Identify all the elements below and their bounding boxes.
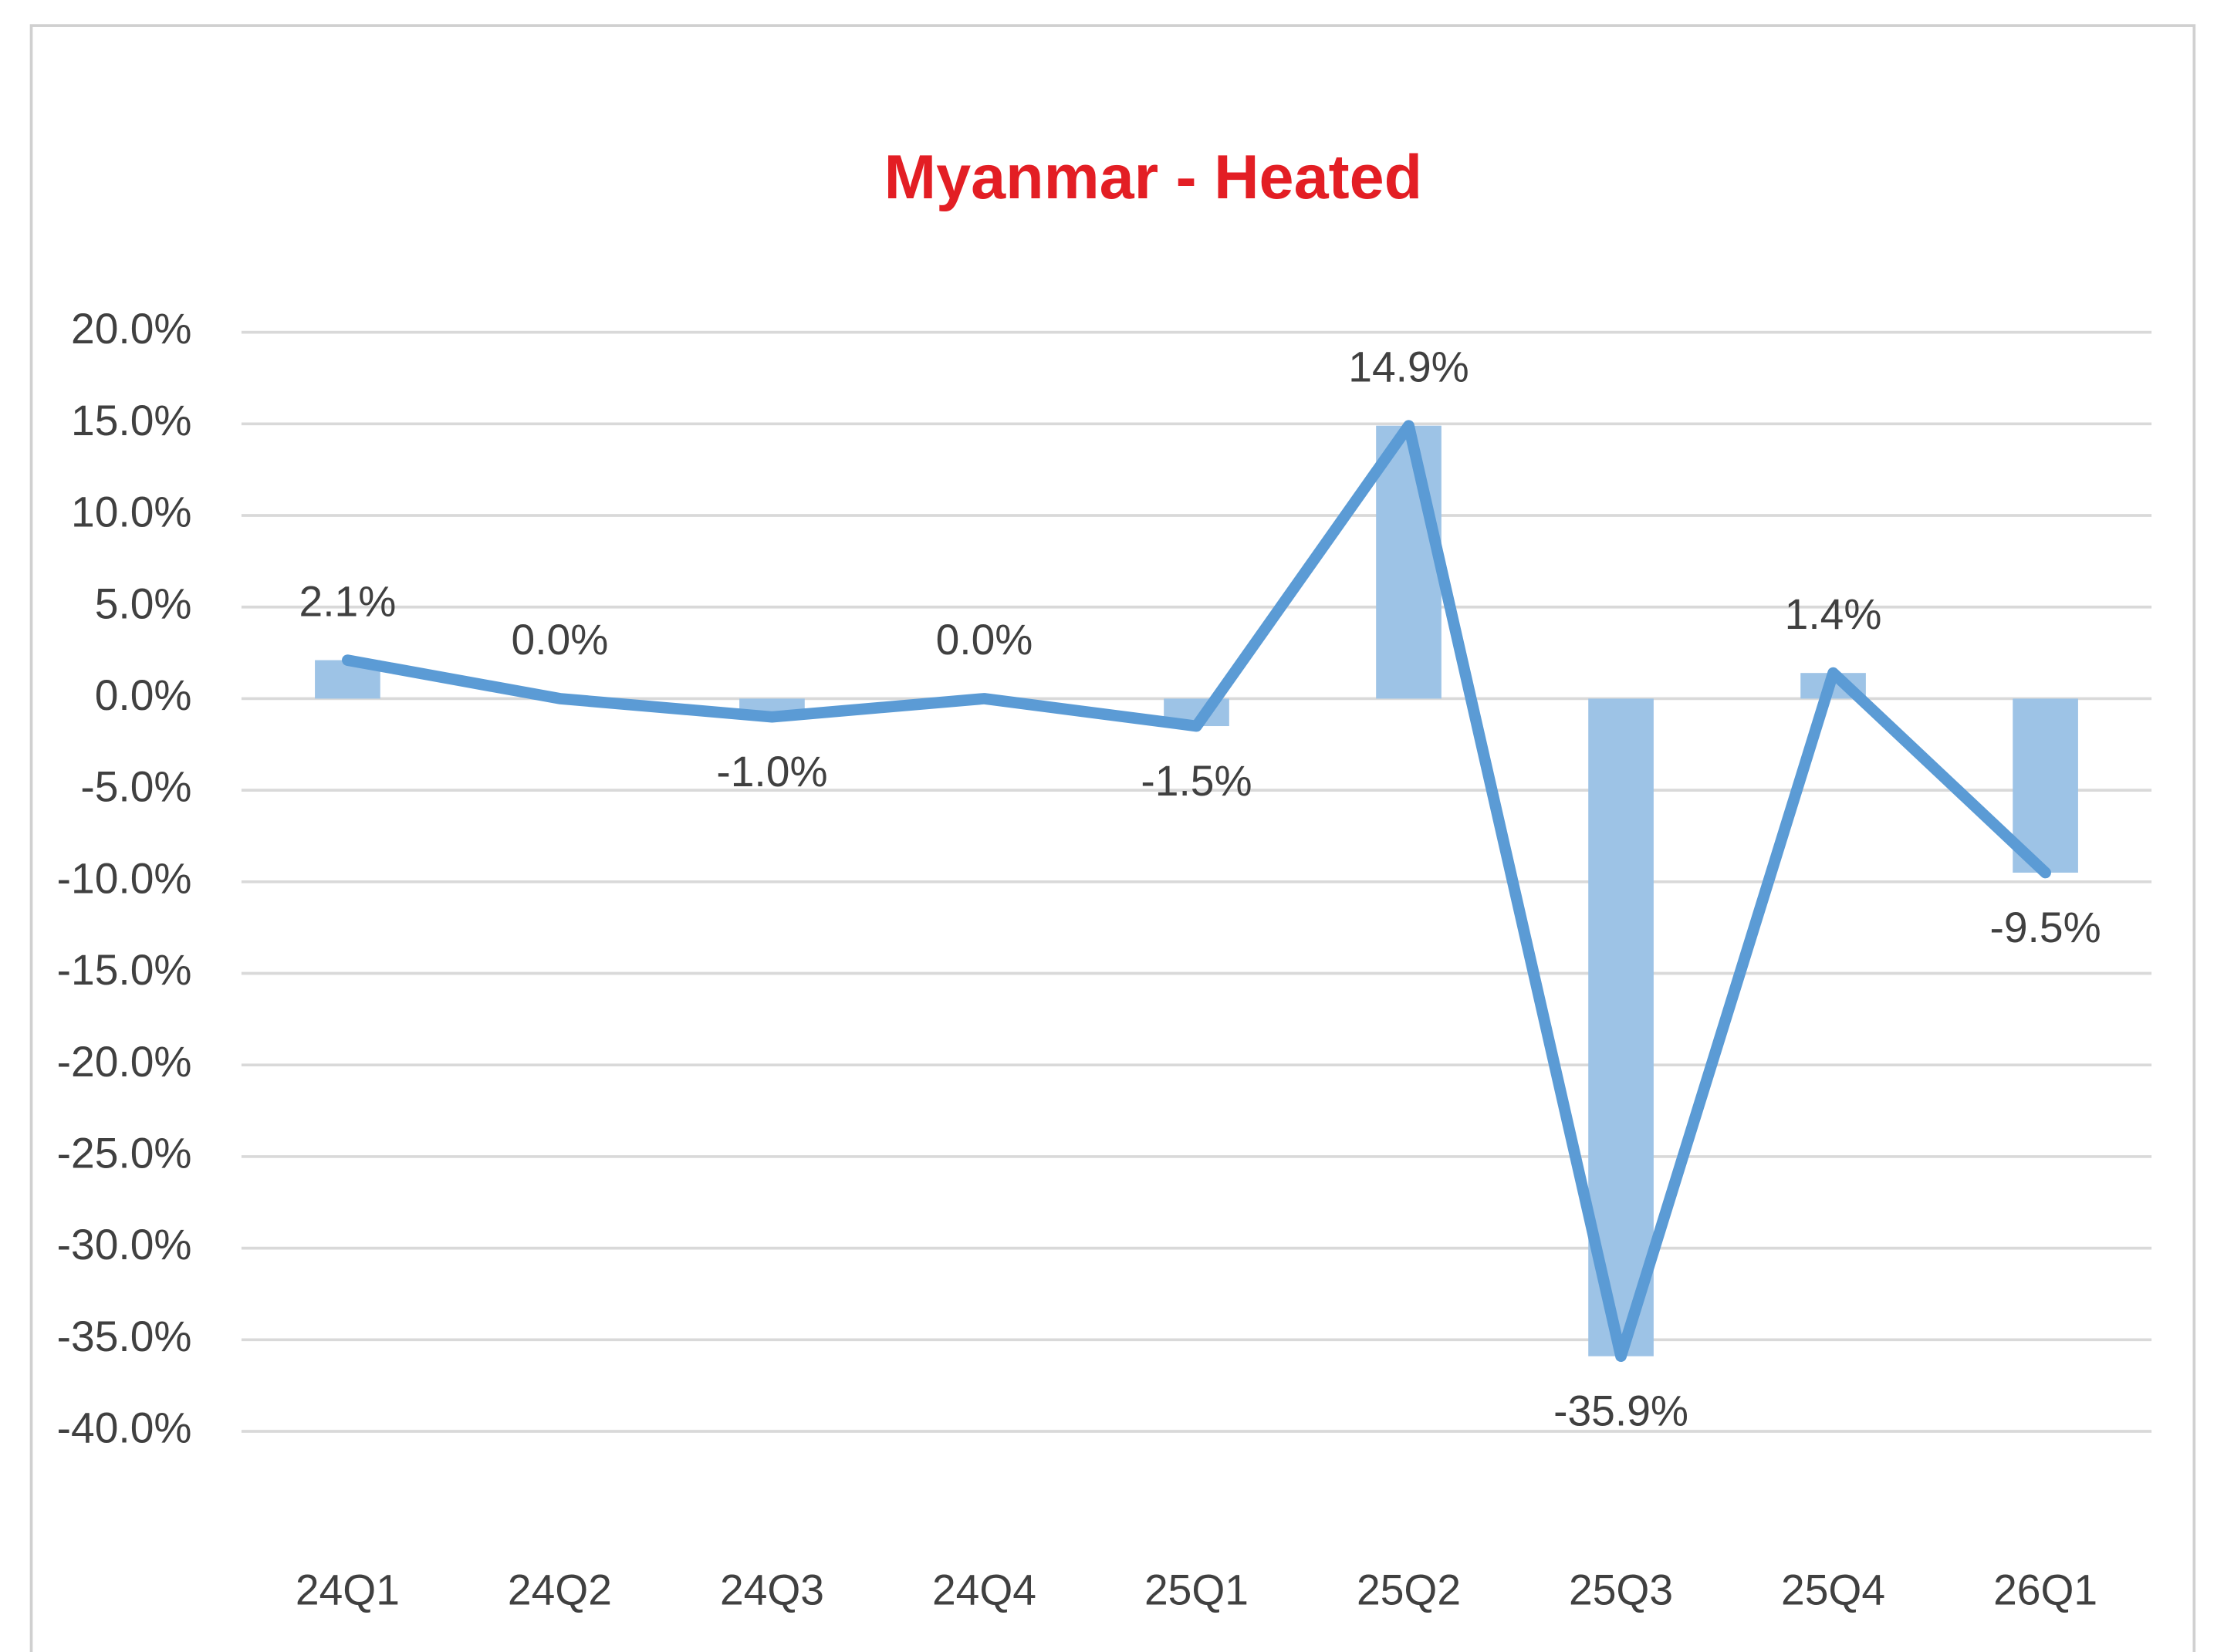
- data-label: 1.4%: [1785, 590, 1882, 638]
- y-tick-label: -5.0%: [80, 763, 191, 811]
- x-tick-label: 25Q4: [1781, 1566, 1885, 1613]
- x-tick-label: 25Q3: [1569, 1566, 1673, 1613]
- data-label: -1.0%: [716, 748, 827, 796]
- x-tick-label: 24Q1: [296, 1566, 400, 1613]
- data-label: 0.0%: [512, 616, 609, 664]
- data-label: 0.0%: [936, 616, 1033, 664]
- x-tick-label: 26Q1: [1993, 1566, 2097, 1613]
- y-tick-label: 0.0%: [95, 671, 192, 719]
- y-tick-label: 20.0%: [71, 305, 191, 353]
- data-label: 14.9%: [1348, 343, 1469, 391]
- line: [342, 420, 2051, 1363]
- data-label: -1.5%: [1141, 757, 1252, 805]
- y-tick-label: -20.0%: [57, 1038, 192, 1086]
- data-label: -9.5%: [1989, 904, 2101, 951]
- y-tick-label: 5.0%: [95, 579, 192, 627]
- y-tick-label: -15.0%: [57, 946, 192, 994]
- y-tick-label: -35.0%: [57, 1312, 192, 1360]
- bar: [2013, 698, 2078, 873]
- y-tick-label: -25.0%: [57, 1129, 192, 1177]
- data-label: -35.9%: [1553, 1387, 1688, 1435]
- y-tick-label: -10.0%: [57, 854, 192, 902]
- x-tick-label: 25Q1: [1144, 1566, 1249, 1613]
- data-label: 2.1%: [299, 577, 397, 625]
- x-tick-label: 24Q3: [720, 1566, 824, 1613]
- x-tick-label: 25Q2: [1357, 1566, 1461, 1613]
- x-tick-label: 24Q2: [508, 1566, 612, 1613]
- x-tick-label: 24Q4: [932, 1566, 1036, 1613]
- y-tick-label: 15.0%: [71, 397, 191, 444]
- chart-title: Myanmar - Heated: [884, 143, 1422, 212]
- bar: [1376, 425, 1442, 699]
- chart-border: [29, 24, 2196, 1652]
- y-tick-label: 10.0%: [71, 488, 191, 536]
- y-tick-label: -30.0%: [57, 1221, 192, 1269]
- y-tick-label: -40.0%: [57, 1404, 192, 1452]
